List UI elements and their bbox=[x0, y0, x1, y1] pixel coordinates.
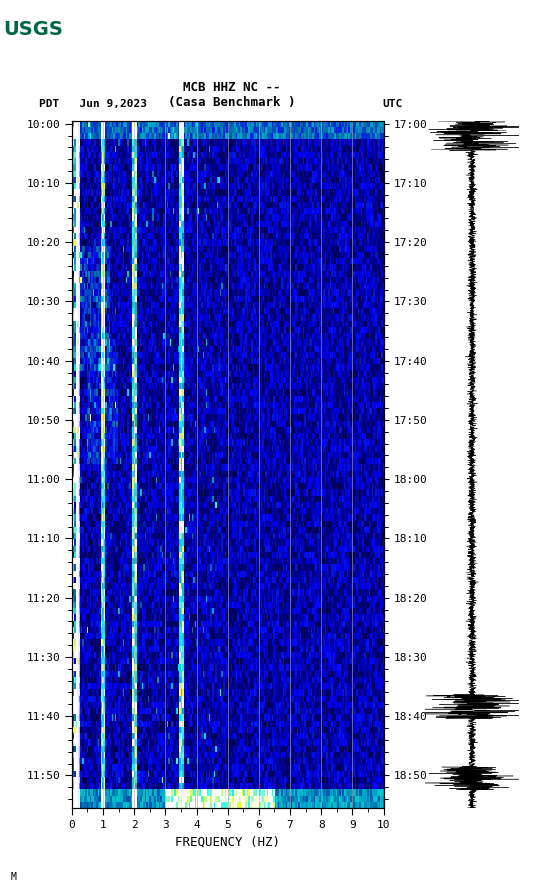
Text: (Casa Benchmark ): (Casa Benchmark ) bbox=[168, 96, 295, 109]
Text: USGS: USGS bbox=[3, 20, 63, 38]
Text: M: M bbox=[11, 872, 17, 881]
Text: PDT   Jun 9,2023: PDT Jun 9,2023 bbox=[39, 99, 147, 109]
Text: UTC: UTC bbox=[383, 99, 403, 109]
Text: MCB HHZ NC --: MCB HHZ NC -- bbox=[183, 80, 280, 94]
X-axis label: FREQUENCY (HZ): FREQUENCY (HZ) bbox=[175, 836, 280, 848]
